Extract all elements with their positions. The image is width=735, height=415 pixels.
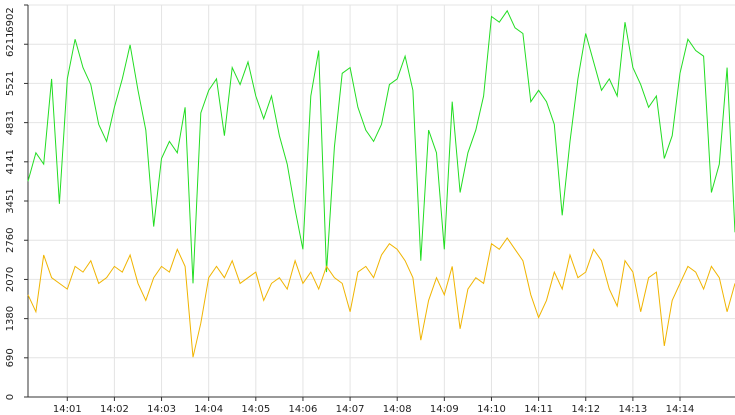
x-tick-label: 14:09 — [430, 404, 459, 415]
y-tick-label: 1380 — [5, 306, 16, 331]
y-tick-label: 5521 — [5, 71, 16, 96]
x-tick-label: 14:01 — [53, 404, 82, 415]
series-line — [27, 237, 735, 358]
x-tick-label: 14:07 — [336, 404, 365, 415]
series-line — [27, 9, 735, 284]
y-tick-label: 4831 — [5, 110, 16, 135]
y-tick-label: 6211 — [5, 32, 16, 57]
x-tick-label: 14:13 — [618, 404, 647, 415]
y-tick-label: 6902 — [5, 7, 16, 32]
y-tick-label: 2760 — [5, 228, 16, 253]
y-tick-label: 690 — [5, 348, 16, 367]
x-tick-label: 14:10 — [477, 404, 506, 415]
x-tick-label: 14:12 — [571, 404, 600, 415]
y-tick-label: 4141 — [5, 149, 16, 174]
x-tick-label: 14:06 — [289, 404, 318, 415]
x-tick-label: 14:11 — [524, 404, 553, 415]
y-tick-label: 2070 — [5, 267, 16, 292]
x-tick-label: 14:04 — [194, 404, 223, 415]
x-tick-label: 14:03 — [147, 404, 176, 415]
x-tick-label: 14:05 — [241, 404, 270, 415]
y-tick-label: 0 — [5, 394, 16, 400]
y-tick-label: 3451 — [5, 188, 16, 213]
x-tick-label: 14:08 — [383, 404, 412, 415]
x-tick-label: 14:14 — [666, 404, 695, 415]
x-tick-label: 14:02 — [100, 404, 129, 415]
